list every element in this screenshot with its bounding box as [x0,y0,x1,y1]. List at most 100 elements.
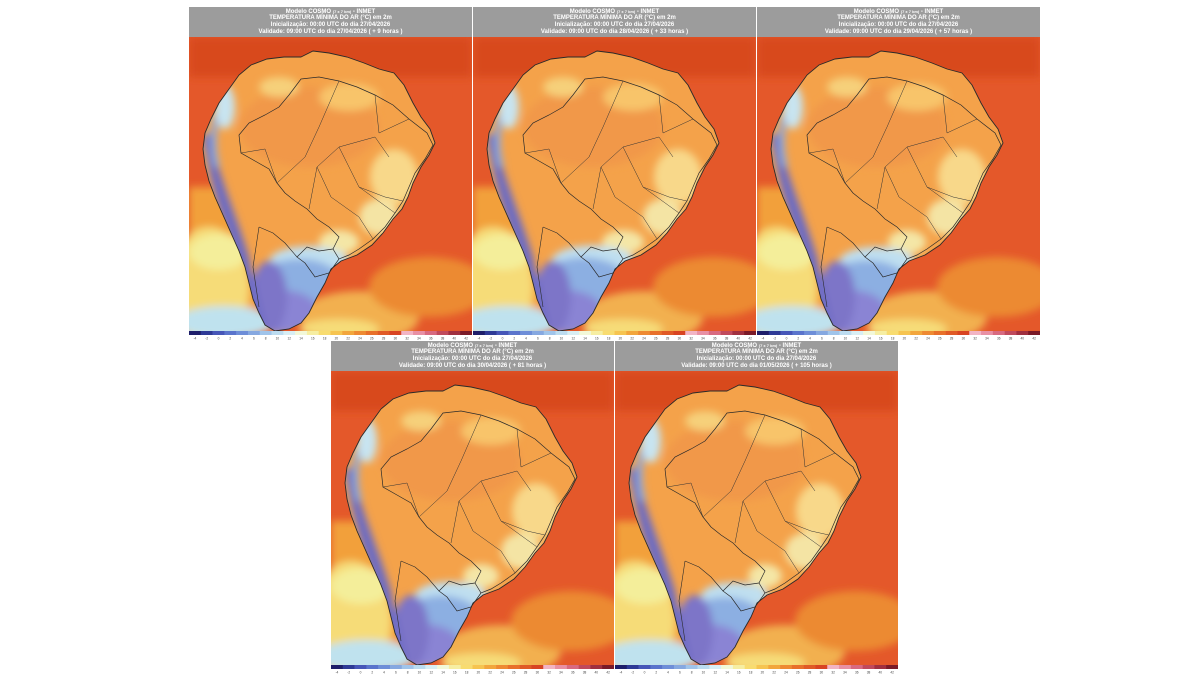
colorbar-swatch [437,665,450,669]
colorbar-swatch [863,331,876,335]
colorbar-tick-label: 14 [299,337,303,341]
colorbar-tick-label: 14 [867,337,871,341]
panel-header: Modelo COSMO (7 x 7 km) - INMET TEMPERATU… [615,341,898,371]
variable-title: TEMPERATURA MÍNIMA DO AR (°C) em 2m [837,15,960,21]
colorbar-tick-label: 22 [772,671,776,675]
colorbar-swatch [189,331,202,335]
colorbar-swatch [236,331,249,335]
colorbar-swatch [803,665,816,669]
state-border [516,428,552,468]
colorbar-tick-label: 8 [549,337,551,341]
country-border [820,226,828,308]
colorbar-swatch [200,331,213,335]
model-name: Modelo COSMO [285,9,332,15]
colorbar-swatch [922,331,935,335]
coastline [202,50,436,331]
colorbar-swatch [661,331,674,335]
colorbar-swatch [638,665,651,669]
colorbar-tick-label: 24 [642,337,646,341]
colorbar: -4 -2 0 2 4 6 8 10 12 14 16 18 20 22 24 26 28 30 32 34 36 38 4… [615,665,898,674]
colorbar-tick-label: 18 [465,671,469,675]
colorbar-swatch [673,665,687,669]
init-time: Inicialização: 00:00 UTC do dia 27/04/20… [554,22,675,28]
colorbar-swatch [590,665,603,669]
colorbar-swatch [626,665,639,669]
state-border [240,148,278,184]
init-time: Inicialização: 00:00 UTC do dia 27/04/20… [838,22,959,28]
colorbar-swatch [744,331,756,335]
model-name: Modelo COSMO [569,9,616,15]
init-time: Inicialização: 00:00 UTC do dia 27/04/20… [270,22,391,28]
colorbar-swatch [757,331,770,335]
colorbar-tick-label: 40 [453,337,457,341]
brazil-border [380,410,576,594]
colorbar-tick-label: 26 [938,337,942,341]
state-border [524,148,562,184]
state-border [884,166,942,240]
colorbar-swatch [365,331,378,335]
colorbar-tick-label: 30 [962,337,966,341]
colorbar-swatch [543,665,556,669]
colorbar-tick-label: 32 [689,337,693,341]
state-border [666,482,704,518]
colorbar-swatch [827,331,840,335]
colorbar-tick-label: 22 [630,337,634,341]
colorbar-tick-label: 24 [500,671,504,675]
colorbar-tick-label: 42 [606,671,610,675]
colorbar-tick-label: 12 [713,671,717,675]
colorbar-tick-label: 14 [441,671,445,675]
colorbar-tick-label: 28 [950,337,954,341]
temperature-map [473,37,756,331]
colorbar-tick-label: 34 [559,671,563,675]
valid-time: Validade: 09:00 UTC do dia 30/04/2026 ( … [398,363,547,369]
colorbar-swatch [768,665,781,669]
valid-time: Validade: 09:00 UTC do dia 28/04/2026 ( … [540,29,689,35]
colorbar-swatch [756,665,769,669]
colorbar-swatch [342,665,355,669]
state-border [358,186,396,214]
colorbar-swatch [401,331,414,335]
state-border [500,520,538,548]
forecast-panel: Modelo COSMO (7 x 7 km) - INMET TEMPERATU… [473,7,756,340]
colorbar: -4 -2 0 2 4 6 8 10 12 14 16 18 20 22 24 26 28 30 32 34 36 38 4… [331,665,614,674]
colorbar-swatch [590,331,604,335]
colorbar-swatch [697,331,710,335]
colorbar-tick-label: 20 [477,671,481,675]
colorbar-swatch [413,331,426,335]
colorbar-swatch [815,331,829,335]
colorbar-swatch [306,331,320,335]
model-name: Modelo COSMO [853,9,900,15]
colorbar-tick-label: 12 [287,337,291,341]
colorbar-tick-label: 36 [855,671,859,675]
colorbar-swatch [520,331,533,335]
colorbar-swatch [567,331,580,335]
colorbar-swatch [945,331,958,335]
valid-time: Validade: 09:00 UTC do dia 29/04/2026 ( … [824,29,973,35]
colorbar-swatch [425,665,438,669]
colorbar-swatch [318,331,331,335]
coastline [770,50,1004,331]
colorbar-tick-label: -4 [619,671,622,675]
colorbar-swatch [649,331,662,335]
colorbar-tick-label: 34 [843,671,847,675]
colorbar-swatch [839,665,852,669]
colorbar-tick-label: 8 [407,671,409,675]
colorbar-tick-label: 26 [796,671,800,675]
colorbar-tick-label: 38 [725,337,729,341]
model-name: Modelo COSMO [711,343,758,349]
colorbar-tick-label: 38 [867,671,871,675]
state-border [600,166,658,240]
country-border [864,246,908,278]
colorbar-tick-label: 8 [265,337,267,341]
colorbar-tick-label: 6 [537,337,539,341]
colorbar-tick-label: 0 [786,337,788,341]
colorbar-tick-label: 16 [311,337,315,341]
state-border [374,94,410,134]
model-resolution: (7 x 7 km) [758,343,778,348]
colorbar-tick-label: 40 [1021,337,1025,341]
country-border [678,560,686,642]
country-border [400,560,440,592]
state-border [808,148,846,184]
colorbar-tick-label: 22 [346,337,350,341]
colorbar-swatch [413,665,426,669]
